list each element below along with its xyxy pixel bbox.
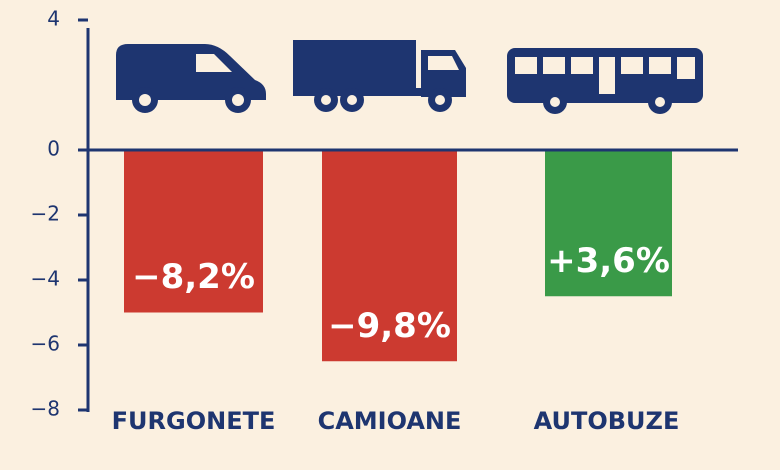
y-tick-label: −2 [31,202,60,226]
y-tick-label: 0 [47,137,60,161]
van-icon [116,44,266,113]
bar-annotation: +3,6% [547,241,670,281]
y-tick-label: −6 [31,332,60,356]
truck-icon [293,40,466,112]
y-tick-label: −8 [31,397,60,421]
bar [545,150,672,297]
bar-annotation: −8,2% [132,257,255,297]
bar [124,150,263,313]
bar [322,150,457,362]
y-tick-label: −4 [31,267,60,291]
x-tick-label: CAMIOANE [318,407,462,435]
bus-icon [507,48,703,114]
y-tick-label: 4 [47,7,60,31]
x-tick-label: AUTOBUZE [534,407,680,435]
x-tick-label: FURGONETE [112,407,276,435]
bar-annotation: −9,8% [328,306,451,346]
